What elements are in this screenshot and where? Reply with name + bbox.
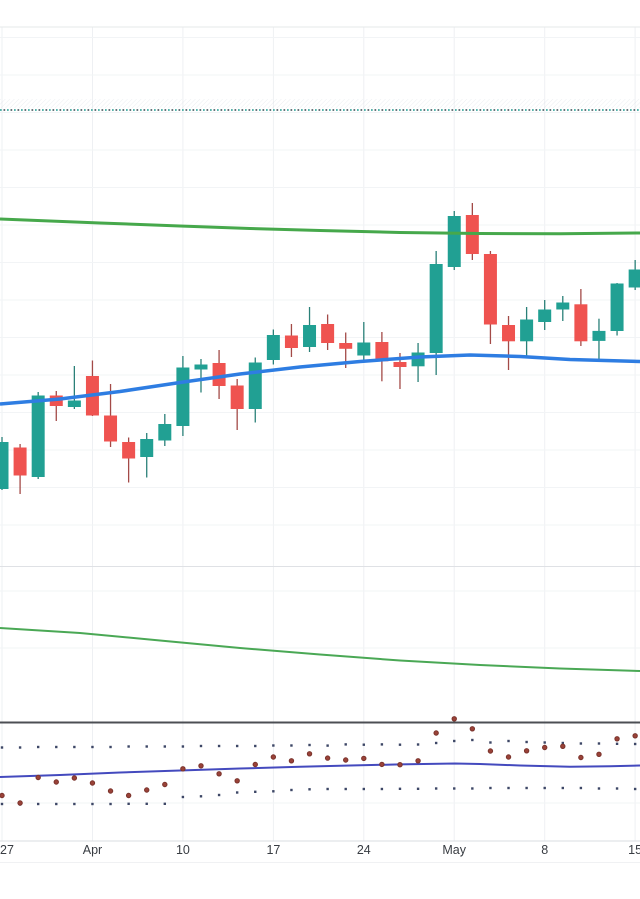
svg-text:Apr: Apr [83, 843, 102, 857]
svg-text:24: 24 [357, 843, 371, 857]
svg-text:27: 27 [0, 843, 14, 857]
svg-text:17: 17 [266, 843, 280, 857]
svg-text:May: May [442, 843, 466, 857]
svg-text:10: 10 [176, 843, 190, 857]
svg-text:8: 8 [541, 843, 548, 857]
svg-text:15: 15 [628, 843, 640, 857]
